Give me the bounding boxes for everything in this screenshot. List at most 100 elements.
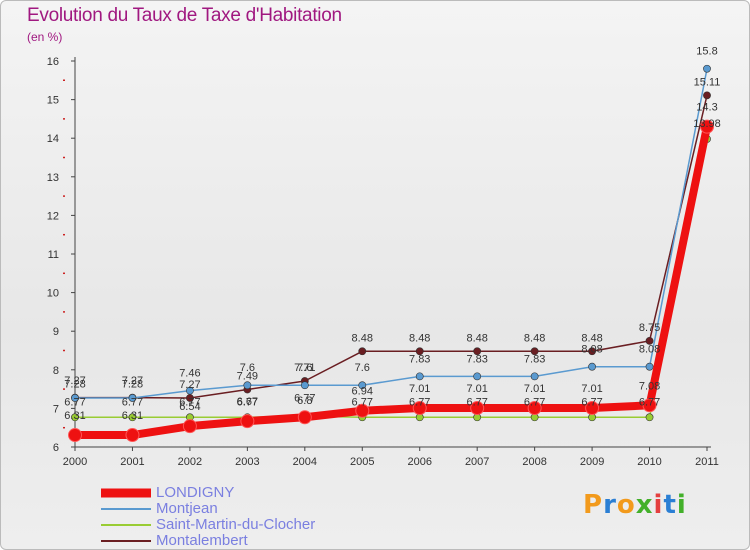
data-point	[182, 419, 197, 434]
y-tick-label: 8	[53, 365, 59, 377]
series-line-londigny	[71, 122, 711, 440]
data-label: 7.01	[581, 383, 602, 395]
data-point	[530, 372, 539, 381]
x-tick-label: 2001	[120, 456, 144, 468]
data-point	[703, 64, 711, 73]
data-point	[358, 347, 367, 356]
data-label: 6.77	[524, 396, 545, 408]
y-tick-label: 13	[47, 172, 59, 184]
legend-label: Montalembert	[156, 532, 248, 549]
data-label: 8.08	[639, 344, 660, 356]
x-tick-label: 2000	[63, 456, 87, 468]
data-label: 13.98	[693, 118, 721, 130]
x-tick-label: 2002	[178, 456, 202, 468]
data-point	[645, 336, 654, 345]
data-point	[527, 401, 542, 416]
x-tick-label: 2004	[293, 456, 317, 468]
data-label: 8.48	[581, 332, 602, 344]
data-label: 6.8	[297, 395, 312, 407]
data-label: 15.8	[696, 46, 717, 58]
y-tick-label: 10	[47, 288, 59, 300]
proxiti-logo: Proxiti	[583, 490, 687, 520]
legend-item: Montjean	[101, 501, 315, 517]
data-point	[585, 401, 600, 416]
data-point	[71, 413, 79, 422]
data-label: 14.3	[696, 102, 717, 114]
data-point	[128, 413, 137, 422]
logo-letter: r	[603, 490, 617, 520]
data-point	[470, 401, 485, 416]
data-label: 6.77	[581, 396, 602, 408]
data-label: 6.77	[294, 392, 315, 404]
data-label: 7.27	[122, 375, 143, 387]
data-label: 7.6	[355, 362, 370, 374]
data-label: 6.31	[122, 410, 143, 422]
y-tick-label: 6	[53, 442, 59, 454]
logo-letter: i	[676, 490, 687, 520]
logo-letter: t	[663, 490, 677, 520]
data-label: 7.28	[122, 379, 143, 391]
x-tick-label: 2011	[695, 456, 719, 468]
data-label: 7.27	[179, 379, 200, 391]
data-label: 6.54	[179, 401, 200, 413]
data-point	[186, 386, 194, 395]
data-label: 6.77	[466, 396, 487, 408]
data-label: 6.77	[237, 396, 258, 408]
data-label: 6.77	[352, 396, 373, 408]
data-label: 7.49	[237, 370, 258, 382]
x-tick-label: 2010	[637, 456, 661, 468]
chart-subtitle: (en %)	[27, 30, 63, 44]
data-label: 7.01	[524, 383, 545, 395]
data-label: 7.83	[409, 353, 430, 365]
y-tick-label: 9	[53, 326, 59, 338]
logo-letter: P	[583, 490, 604, 520]
data-label: 6.67	[237, 396, 258, 408]
y-tick-label: 11	[48, 249, 59, 261]
legend-item: LONDIGNY	[101, 485, 315, 501]
data-label: 7.01	[466, 383, 487, 395]
legend-swatch	[101, 488, 151, 498]
legend-label: LONDIGNY	[156, 484, 235, 501]
data-label: 7.83	[524, 353, 545, 365]
legend-label: Montjean	[156, 500, 218, 517]
data-label: 8.48	[466, 332, 487, 344]
legend-swatch	[101, 540, 151, 542]
legend-item: Saint-Martin-du-Clocher	[101, 517, 315, 533]
legend-label: Saint-Martin-du-Clocher	[156, 516, 316, 533]
data-label: 7.27	[64, 375, 85, 387]
data-label: 6.77	[409, 396, 430, 408]
y-tick-label: 16	[47, 56, 59, 68]
data-point	[297, 410, 312, 425]
data-label: 8.08	[581, 344, 602, 356]
data-label: 8.75	[639, 322, 660, 334]
data-point	[412, 401, 427, 416]
logo-letter: i	[653, 490, 664, 520]
data-point	[473, 372, 482, 381]
logo-letter: o	[616, 490, 636, 520]
data-point	[473, 347, 482, 356]
y-tick-label: 7	[53, 403, 59, 415]
x-tick-label: 2006	[407, 456, 431, 468]
data-label: 8.48	[409, 332, 430, 344]
data-point	[300, 381, 309, 390]
x-tick-label: 2008	[522, 456, 546, 468]
data-label: 7.28	[64, 379, 85, 391]
x-tick-label: 2009	[580, 456, 604, 468]
series-line-saint-martin-du-clocher	[74, 138, 708, 419]
data-point	[243, 381, 252, 390]
data-label: 7.6	[297, 362, 312, 374]
y-tick-label: 12	[47, 210, 59, 222]
data-point	[645, 362, 654, 371]
data-point	[71, 394, 79, 402]
data-point	[125, 428, 140, 443]
data-point	[128, 394, 137, 402]
data-label: 6.31	[64, 410, 85, 422]
series-line-montjean	[74, 67, 708, 399]
data-label: 8.48	[524, 332, 545, 344]
data-point	[358, 381, 367, 390]
data-point	[588, 362, 596, 371]
data-label: 7.71	[294, 362, 315, 374]
data-label: 6.77	[179, 396, 200, 408]
